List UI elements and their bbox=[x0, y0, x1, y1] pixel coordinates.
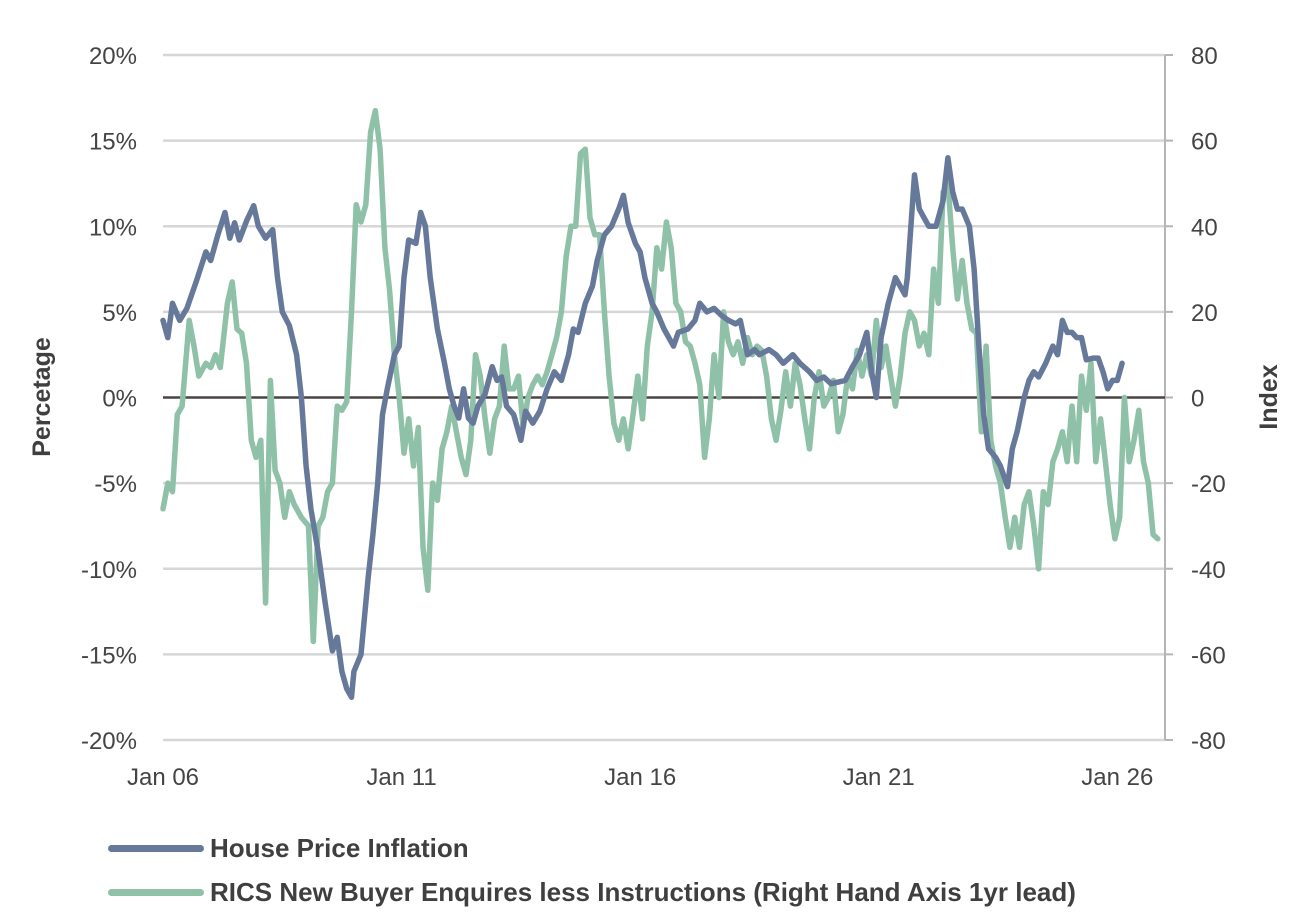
left-tick-label: -10% bbox=[81, 557, 137, 584]
legend-label-house-price-inflation: House Price Inflation bbox=[210, 832, 469, 863]
legend-label-rics: RICS New Buyer Enquires less Instruction… bbox=[210, 876, 1076, 907]
legend-swatch-house-price-inflation bbox=[108, 844, 204, 852]
left-tick-label: 15% bbox=[89, 129, 137, 156]
left-axis-ticks: 20% 15% 10% 5% 0% -5% -10% -15% -20% bbox=[81, 43, 137, 755]
left-tick-label: -15% bbox=[81, 642, 137, 669]
left-tick-label: 20% bbox=[89, 43, 137, 70]
left-tick-label: -20% bbox=[81, 728, 137, 755]
right-tick-label: 80 bbox=[1191, 43, 1218, 70]
x-tick-label: Jan 16 bbox=[604, 764, 676, 791]
right-tick-label: 0 bbox=[1191, 386, 1204, 413]
series-layer bbox=[160, 107, 1161, 700]
right-axis: 80 60 40 20 0 -20 -40 -60 -80 bbox=[1164, 43, 1226, 755]
right-tick-label: 40 bbox=[1191, 214, 1218, 241]
left-tick-label: 5% bbox=[102, 300, 137, 327]
series-line-rics bbox=[160, 107, 1161, 645]
x-tick-label: Jan 06 bbox=[127, 764, 199, 791]
left-tick-label: 0% bbox=[102, 386, 137, 413]
x-tick-label: Jan 26 bbox=[1081, 764, 1153, 791]
x-tick-label: Jan 11 bbox=[366, 764, 436, 791]
right-tick-label: -80 bbox=[1191, 728, 1226, 755]
x-axis-ticks: Jan 06 Jan 11 Jan 16 Jan 21 Jan 26 bbox=[127, 764, 1153, 791]
legend-item-rics: RICS New Buyer Enquires less Instruction… bbox=[108, 870, 1076, 914]
right-tick-label: 20 bbox=[1191, 300, 1218, 327]
x-tick-label: Jan 21 bbox=[843, 764, 915, 791]
left-tick-label: -5% bbox=[94, 471, 137, 498]
right-tick-label: 60 bbox=[1191, 129, 1218, 156]
series-line-house-price-inflation bbox=[160, 155, 1125, 700]
right-tick-label: -20 bbox=[1191, 471, 1226, 498]
legend: House Price Inflation RICS New Buyer Enq… bbox=[108, 826, 1076, 914]
left-tick-label: 10% bbox=[89, 214, 137, 241]
left-axis-title: Percetage bbox=[28, 337, 56, 457]
right-tick-label: -40 bbox=[1191, 557, 1226, 584]
right-axis-title: Index bbox=[1255, 364, 1283, 429]
legend-item-house-price-inflation: House Price Inflation bbox=[108, 826, 1076, 870]
right-tick-label: -60 bbox=[1191, 642, 1226, 669]
legend-swatch-rics bbox=[108, 888, 204, 896]
